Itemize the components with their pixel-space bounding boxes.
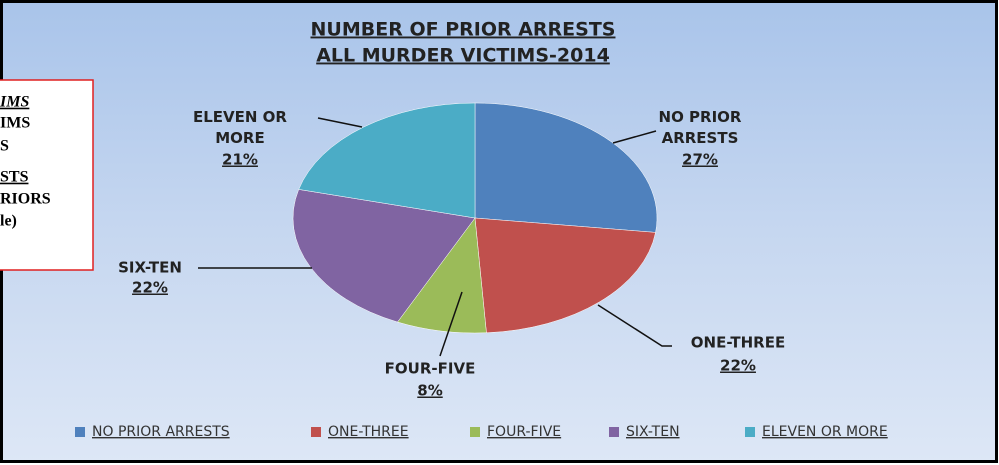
slice-value-label: 22% xyxy=(720,357,756,375)
slice-label: SIX-TEN xyxy=(118,259,182,277)
note-box xyxy=(0,79,94,271)
legend-swatch xyxy=(609,427,619,437)
slice-value-label: 21% xyxy=(222,151,258,169)
slice-label: NO PRIOR ARRESTS xyxy=(659,108,742,147)
leader-line xyxy=(317,117,363,128)
legend-swatch xyxy=(470,427,480,437)
pie-slice xyxy=(298,102,476,219)
chart-title: NUMBER OF PRIOR ARRESTS xyxy=(311,19,616,41)
leader-line xyxy=(439,291,463,357)
legend-label: NO PRIOR ARRESTS xyxy=(92,424,230,440)
slice-label: FOUR-FIVE xyxy=(385,360,476,378)
slice-label: ELEVEN OR MORE xyxy=(193,108,287,147)
slice-value-label: 27% xyxy=(682,151,718,169)
leader-lines xyxy=(198,117,672,357)
leader-line xyxy=(612,130,657,144)
slice-label: ONE-THREE xyxy=(691,334,785,352)
chart-title: ALL MURDER VICTIMS-2014 xyxy=(316,45,610,67)
note-line: IMS xyxy=(0,115,30,132)
slice-value-label: 8% xyxy=(417,382,442,400)
legend-label: ONE-THREE xyxy=(328,424,409,440)
pie-slice xyxy=(474,217,656,334)
leader-line xyxy=(597,304,672,347)
pie-slice xyxy=(474,102,658,233)
legend-swatch xyxy=(75,427,85,437)
pie-slice xyxy=(292,189,476,323)
legend-label: SIX-TEN xyxy=(626,424,680,440)
legend-label: FOUR-FIVE xyxy=(487,424,561,440)
note-line: STS xyxy=(0,169,29,186)
legend-swatch xyxy=(311,427,321,437)
slice-value-label: 22% xyxy=(132,279,168,297)
note-line: RIORS xyxy=(0,191,51,208)
legend-swatch xyxy=(745,427,755,437)
note-line: S xyxy=(0,138,9,155)
legend-label: ELEVEN OR MORE xyxy=(762,424,888,440)
note-line: IMS xyxy=(0,94,29,111)
pie-slice xyxy=(397,217,487,334)
note-line: le) xyxy=(0,213,17,230)
